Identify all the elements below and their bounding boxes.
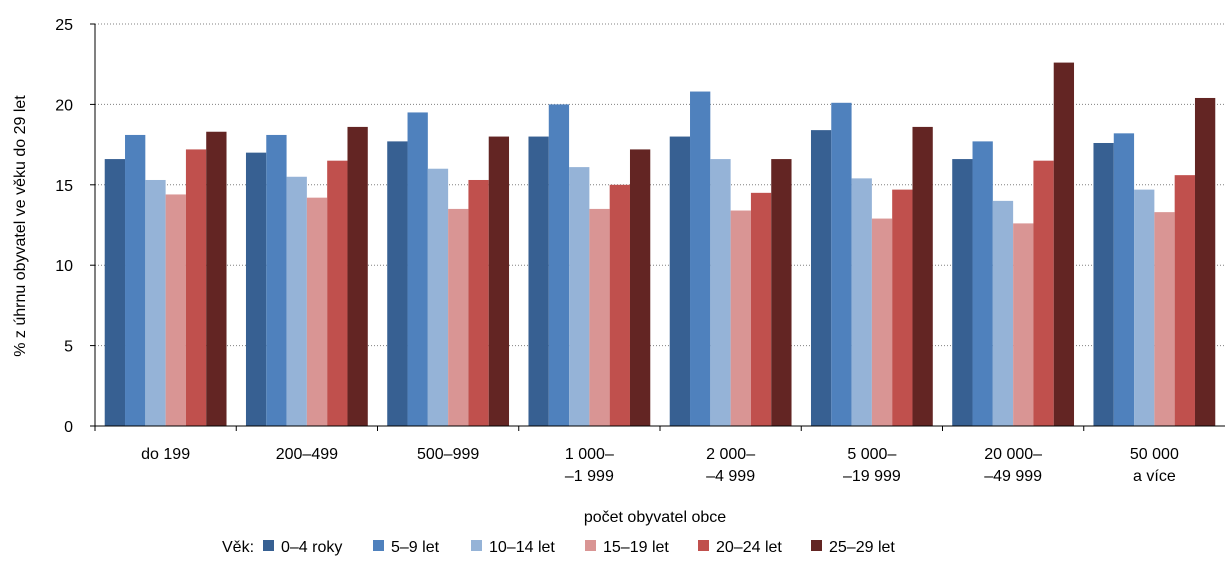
labels-layer: 0 5 10 15 20 25 do 199 200–499 500–999 1 000– –1 9…: [55, 17, 1179, 485]
legend-label: 15–19 let: [603, 539, 669, 556]
bar: [952, 159, 973, 426]
legend-label: 5–9 let: [391, 539, 440, 556]
bar: [972, 141, 993, 426]
bars-layer: [104, 62, 1216, 427]
bar: [165, 194, 186, 426]
bar: [407, 112, 428, 426]
bar: [1174, 175, 1195, 426]
legend: Věk: 0–4 roky 5–9 let 10–14 let 15–19 let 20…: [222, 539, 895, 556]
y-tick-label: 10: [55, 258, 73, 275]
bar: [992, 200, 1014, 426]
bar: [266, 134, 287, 426]
x-tick-label: a více: [1133, 468, 1176, 485]
bar: [1154, 212, 1175, 426]
bar: [468, 179, 489, 426]
bar: [629, 149, 651, 427]
x-tick-label: 500–999: [417, 446, 479, 463]
bar: [185, 149, 207, 427]
grid-layer: [95, 23, 1225, 347]
legend-swatch: [585, 540, 596, 551]
bar: [609, 184, 630, 426]
bar: [1113, 133, 1135, 426]
bar: [669, 136, 691, 426]
bar: [831, 102, 852, 426]
axes-layer: [90, 23, 1225, 431]
bar: [690, 91, 711, 426]
bar: [730, 210, 751, 426]
y-tick-label: 0: [64, 419, 73, 436]
bar: [448, 208, 469, 426]
legend-swatch: [263, 540, 274, 551]
bar: [1134, 189, 1155, 426]
bar: [488, 136, 510, 426]
bar: [145, 179, 166, 426]
y-tick-label: 25: [55, 17, 73, 34]
bar: [548, 104, 570, 427]
y-tick-label: 5: [64, 339, 73, 356]
bar: [771, 159, 792, 426]
bar: [306, 197, 328, 426]
bar: [810, 130, 832, 426]
bar: [1093, 142, 1114, 427]
x-tick-label: 2 000–: [706, 446, 755, 463]
bar: [427, 168, 449, 426]
bar: [1013, 223, 1034, 426]
bar: [871, 218, 893, 426]
x-tick-label: 200–499: [276, 446, 338, 463]
x-tick-label: 1 000–: [565, 446, 614, 463]
x-tick-label: 5 000–: [847, 446, 896, 463]
bar: [286, 176, 307, 426]
bar: [206, 131, 227, 427]
bar: [912, 126, 933, 426]
x-axis-title: počet obyvatel obce: [584, 509, 726, 526]
x-tick-label: do 199: [141, 446, 190, 463]
x-tick-label: 20 000–: [984, 446, 1042, 463]
bar: [125, 134, 146, 426]
y-tick-label: 20: [55, 97, 73, 114]
legend-label: 0–4 roky: [281, 539, 342, 556]
bar: [1033, 160, 1054, 426]
x-tick-label: –4 999: [706, 468, 755, 485]
bar: [245, 152, 267, 426]
bar: [750, 192, 772, 426]
bar: [387, 141, 408, 426]
x-tick-label: –19 999: [843, 468, 901, 485]
bar: [710, 159, 731, 426]
legend-title: Věk:: [222, 539, 254, 556]
legend-swatch: [471, 540, 482, 551]
bar: [327, 160, 348, 426]
x-tick-label: 50 000: [1130, 446, 1179, 463]
x-tick-label: –1 999: [565, 468, 614, 485]
legend-swatch: [373, 540, 384, 551]
bar: [589, 208, 610, 426]
legend-label: 10–14 let: [489, 539, 555, 556]
legend-swatch: [811, 540, 822, 551]
y-tick-label: 15: [55, 178, 73, 195]
legend-label: 20–24 let: [716, 539, 782, 556]
bar: [1194, 97, 1216, 426]
bar: [892, 189, 913, 426]
bar: [851, 178, 872, 426]
y-axis-title: % z úhrnu obyvatel ve věku do 29 let: [12, 95, 29, 357]
bar: [528, 136, 549, 426]
legend-label: 25–29 let: [829, 539, 895, 556]
bar: [1053, 62, 1075, 427]
x-tick-label: –49 999: [984, 468, 1042, 485]
bar: [569, 167, 590, 427]
bar: [347, 126, 368, 426]
legend-swatch: [698, 540, 709, 551]
bar: [104, 159, 126, 426]
